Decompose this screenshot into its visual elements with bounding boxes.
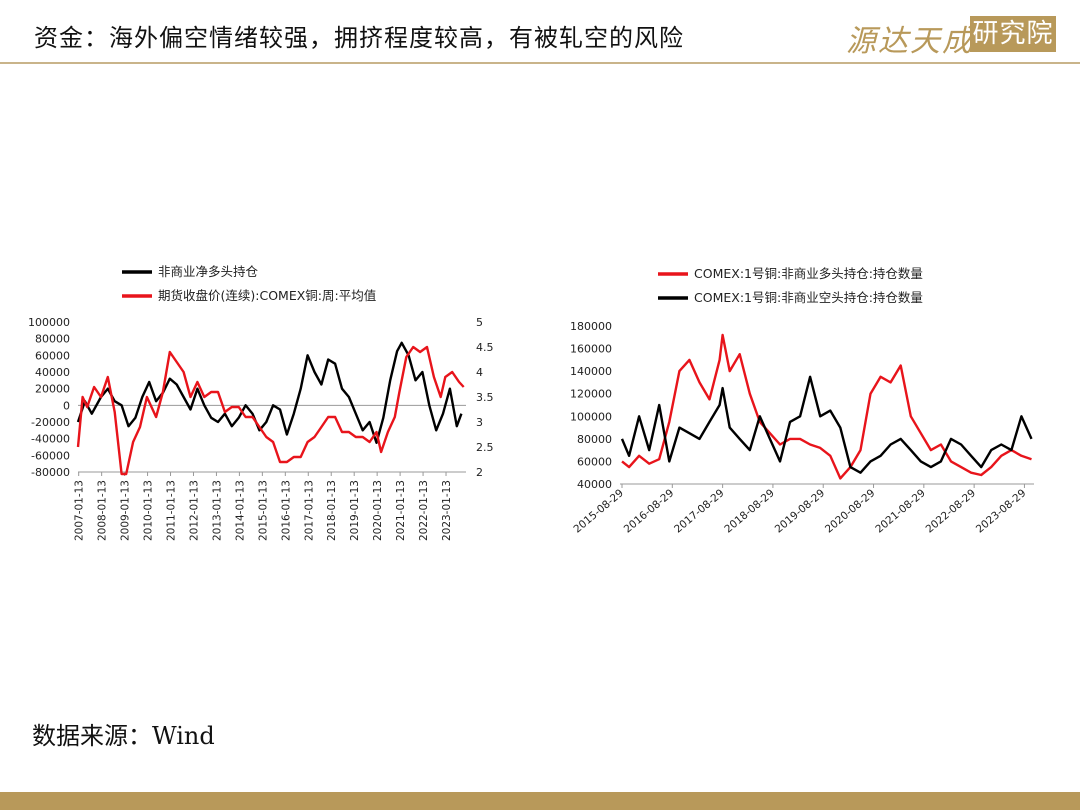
x-tick-label: 2022-01-13 <box>418 480 430 541</box>
logo-wordmark: 源达天成 <box>846 24 974 59</box>
x-tick-label: 2012-01-13 <box>188 480 200 541</box>
x-tick-label: 2023-01-13 <box>441 480 453 541</box>
y-tick-label: 60000 <box>577 455 612 468</box>
y-tick-label: 100000 <box>570 410 612 423</box>
y-left-tick-label: 40000 <box>35 366 70 379</box>
y-tick-label: 120000 <box>570 388 612 401</box>
x-tick-label: 2023-08-29 <box>974 487 1028 535</box>
y-right-tick-label: 2.5 <box>476 441 494 454</box>
chart-long-short-positions: COMEX:1号铜:非商业多头持仓:持仓数量 COMEX:1号铜:非商业空头持仓:… <box>570 266 1034 536</box>
x-tick-label: 2009-01-13 <box>120 480 132 541</box>
y-right-tick-label: 2 <box>476 466 483 479</box>
x-tick-label: 2018-01-13 <box>326 480 338 541</box>
x-tick-label: 2017-08-29 <box>672 487 726 535</box>
y-left-tick-label: -20000 <box>31 416 70 429</box>
data-source-note: 数据来源：Wind <box>32 722 215 750</box>
y-tick-label: 160000 <box>570 343 612 356</box>
y-left-tick-label: 0 <box>63 399 70 412</box>
y-tick-label: 140000 <box>570 365 612 378</box>
y-right-tick-label: 3.5 <box>476 391 494 404</box>
y-left-tick-label: -40000 <box>31 433 70 446</box>
x-tick-label: 2013-01-13 <box>211 480 223 541</box>
y-left-tick-label: -60000 <box>31 449 70 462</box>
x-tick-label: 2016-08-29 <box>622 487 676 535</box>
x-tick-label: 2011-01-13 <box>166 480 178 541</box>
y-tick-label: 80000 <box>577 433 612 446</box>
y-right-tick-label: 5 <box>476 316 483 329</box>
legend-label: 非商业净多头持仓 <box>158 264 259 279</box>
x-tick-label: 2008-01-13 <box>97 480 109 541</box>
x-tick-label: 2018-08-29 <box>722 487 776 535</box>
legend-label: 期货收盘价(连续):COMEX铜:周:平均值 <box>158 288 376 303</box>
series-line <box>76 345 465 476</box>
x-tick-label: 2007-01-13 <box>74 480 86 541</box>
y-left-tick-label: 60000 <box>35 349 70 362</box>
x-tick-label: 2015-08-29 <box>571 487 625 535</box>
series-line <box>76 341 463 444</box>
y-left-tick-label: 20000 <box>35 383 70 396</box>
y-tick-label: 40000 <box>577 478 612 491</box>
y-right-tick-label: 4.5 <box>476 341 494 354</box>
page-title: 资金：海外偏空情绪较强，拥挤程度较高，有被轧空的风险 <box>34 24 684 52</box>
x-tick-label: 2019-01-13 <box>349 480 361 541</box>
logo-box: 研究院 <box>970 16 1056 52</box>
y-right-tick-label: 3 <box>476 416 483 429</box>
footer-bar <box>0 792 1080 810</box>
y-left-tick-label: -80000 <box>31 466 70 479</box>
series-line <box>620 375 1033 474</box>
brand-logo: 源达天成 研究院 <box>846 14 1058 59</box>
legend-label: COMEX:1号铜:非商业多头持仓:持仓数量 <box>694 266 923 281</box>
y-tick-label: 180000 <box>570 320 612 333</box>
y-left-tick-label: 100000 <box>28 316 70 329</box>
x-tick-label: 2016-01-13 <box>280 480 292 541</box>
x-tick-label: 2017-01-13 <box>303 480 315 541</box>
x-tick-label: 2020-01-13 <box>372 480 384 541</box>
x-tick-label: 2020-08-29 <box>823 487 877 535</box>
title-divider <box>0 62 1080 64</box>
x-tick-label: 2010-01-13 <box>143 480 155 541</box>
x-tick-label: 2022-08-29 <box>924 487 978 535</box>
series-line <box>621 333 1032 480</box>
y-left-tick-label: 80000 <box>35 333 70 346</box>
x-tick-label: 2014-01-13 <box>234 480 246 541</box>
x-tick-label: 2021-01-13 <box>395 480 407 541</box>
y-right-tick-label: 4 <box>476 366 483 379</box>
x-tick-label: 2015-01-13 <box>257 480 269 541</box>
x-tick-label: 2021-08-29 <box>873 487 927 535</box>
logo-box-label: 研究院 <box>972 19 1054 49</box>
legend-label: COMEX:1号铜:非商业空头持仓:持仓数量 <box>694 290 923 305</box>
x-tick-label: 2019-08-29 <box>773 487 827 535</box>
